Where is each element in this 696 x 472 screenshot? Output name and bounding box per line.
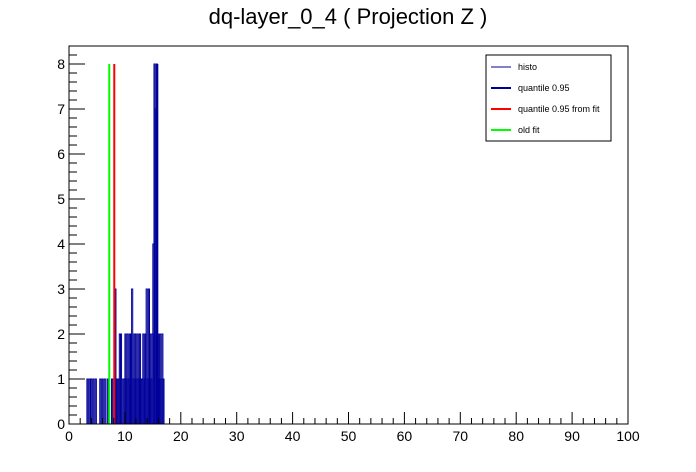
legend: histo quantile 0.95 quantile 0.95 from fit… <box>485 54 612 142</box>
x-tick-label: 10 <box>117 428 133 444</box>
y-tick-label: 1 <box>57 371 65 387</box>
histogram-bar <box>94 378 97 425</box>
legend-box <box>485 54 612 142</box>
y-axis: 0 1 2 3 4 5 6 7 8 <box>57 45 85 432</box>
legend-label: old fit <box>518 125 540 135</box>
y-tick-label: 0 <box>57 416 65 432</box>
x-tick-label: 20 <box>173 428 189 444</box>
y-tick-label: 4 <box>57 236 65 252</box>
legend-label: histo <box>518 62 537 72</box>
y-tick-label: 8 <box>57 56 65 72</box>
histogram-bar <box>101 378 104 425</box>
x-tick-label: 100 <box>616 428 640 444</box>
histogram-bar <box>92 378 95 425</box>
y-tick-label: 2 <box>57 326 65 342</box>
histogram-bar <box>106 378 109 425</box>
x-tick-label: 40 <box>285 428 301 444</box>
y-tick-label: 3 <box>57 281 65 297</box>
histogram-bar <box>88 378 91 425</box>
x-tick-label: 80 <box>508 428 524 444</box>
x-axis: 0 10 20 30 40 50 60 70 80 90 100 <box>65 412 640 444</box>
histogram-bars <box>86 63 165 425</box>
x-tick-label: 30 <box>229 428 245 444</box>
histogram-bar <box>99 378 102 425</box>
legend-label: quantile 0.95 <box>518 83 570 93</box>
histogram-bar <box>103 378 106 425</box>
x-tick-label: 0 <box>65 428 73 444</box>
y-tick-label: 5 <box>57 191 65 207</box>
y-tick-label: 6 <box>57 146 65 162</box>
legend-label: quantile 0.95 from fit <box>518 104 600 114</box>
histogram-bar <box>110 378 114 425</box>
y-tick-label: 7 <box>57 101 65 117</box>
x-tick-label: 50 <box>341 428 357 444</box>
histogram-bar <box>119 333 123 425</box>
histogram-bar <box>86 378 89 425</box>
histogram-bar <box>90 378 93 425</box>
chart-title: dq-layer_0_4 ( Projection Z ) <box>209 4 488 29</box>
x-tick-label: 90 <box>564 428 580 444</box>
x-tick-label: 70 <box>453 428 469 444</box>
histogram-bar <box>162 378 165 425</box>
x-tick-label: 60 <box>397 428 413 444</box>
marker-lines <box>108 64 159 424</box>
